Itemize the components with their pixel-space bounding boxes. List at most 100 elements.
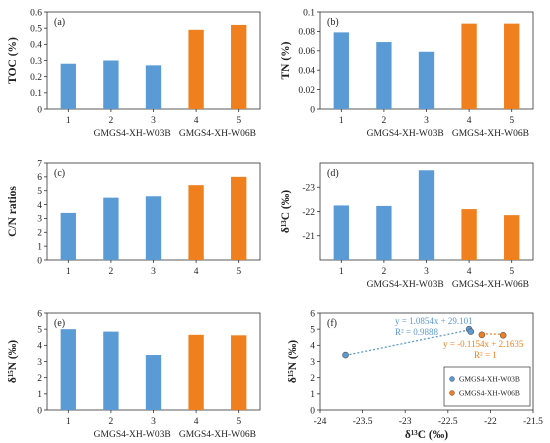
panel-label: (e)	[54, 318, 65, 329]
y-tick-label: 0.1	[30, 89, 42, 99]
y-tick-label: 6	[37, 309, 42, 319]
group-label-w03b: GMGS4-XH-W03B	[94, 430, 171, 440]
group-label-w06b: GMGS4-XH-W06B	[179, 129, 256, 139]
x-tick-label: -23.5	[353, 417, 373, 427]
x-tick-label: 1	[66, 417, 71, 427]
x-tick-label: 2	[382, 116, 387, 126]
y-axis-label: δ¹³C (‰)	[280, 190, 292, 233]
y-tick-label: 0	[37, 105, 42, 115]
bar	[231, 24, 247, 109]
x-tick-label: 3	[151, 116, 156, 126]
y-tick-label: 2	[310, 374, 315, 384]
bar	[145, 196, 162, 260]
bar	[418, 51, 435, 109]
bar	[103, 197, 119, 260]
bar	[145, 65, 162, 109]
y-axis-label: TN (%)	[280, 41, 292, 79]
x-tick-label: -24	[314, 417, 327, 427]
x-tick-label: 3	[424, 116, 429, 126]
data-point	[478, 331, 486, 339]
panel-label: (d)	[327, 168, 339, 179]
bar	[461, 23, 477, 109]
bar	[60, 212, 76, 260]
bar	[231, 176, 247, 260]
y-tick-label: 3	[37, 358, 42, 368]
panel-label: (a)	[54, 17, 65, 28]
y-tick-label: 6	[37, 173, 42, 183]
legend-label: GMGS4-XH-W06B	[459, 389, 520, 398]
x-tick-label: 1	[66, 267, 71, 277]
panel-label: (c)	[54, 168, 65, 179]
bar	[504, 215, 520, 260]
panel-label: (f)	[327, 318, 337, 329]
x-axis-label: δ¹³C (‰)	[405, 429, 448, 441]
y-axis-label: δ¹⁵N (‰)	[287, 340, 299, 383]
y-tick-label: 4	[37, 201, 42, 211]
bar	[376, 205, 392, 260]
y-tick-label: 1	[310, 390, 315, 400]
y-axis-label: C/N ratios	[7, 186, 19, 237]
bar	[145, 355, 162, 410]
x-tick-label: 4	[194, 417, 199, 427]
y-tick-label: 4	[310, 342, 315, 352]
x-tick-label: 3	[424, 267, 429, 277]
y-tick-label: 2	[37, 229, 42, 239]
y-tick-label: 0.4	[30, 41, 42, 51]
bar	[231, 335, 247, 410]
y-tick-label: 1	[37, 242, 42, 252]
y-tick-label: 0.08	[298, 28, 315, 38]
x-tick-label: 1	[66, 116, 71, 126]
y-tick-label: -22	[302, 208, 315, 218]
data-point	[499, 332, 507, 339]
y-tick-label: -21	[302, 232, 315, 242]
y-tick-label: 7	[37, 159, 42, 169]
y-tick-label: 0	[37, 406, 42, 416]
x-tick-label: 3	[151, 417, 156, 427]
legend: GMGS4-XH-W03B GMGS4-XH-W06B	[443, 366, 531, 407]
panel-d: -23 -22 -21 1 2 3 4 5 GMGS4-XH-W03B GMGS4-XH-W06B…	[280, 162, 534, 290]
x-tick-label: 2	[382, 267, 387, 277]
bar	[418, 170, 435, 260]
x-tick-label: 5	[236, 116, 241, 126]
x-tick-label: 4	[194, 267, 199, 277]
legend-box	[443, 366, 531, 407]
legend-label: GMGS4-XH-W03B	[459, 375, 520, 384]
group-label-w06b: GMGS4-XH-W06B	[179, 430, 256, 440]
y-tick-label: 5	[37, 187, 42, 197]
y-tick-label: 3	[37, 215, 42, 225]
y-tick-label: 0.1	[303, 8, 315, 18]
y-tick-label: 1	[37, 390, 42, 400]
bar	[60, 329, 76, 410]
y-tick-label: 5	[310, 325, 315, 335]
panel-c: 0 1 2 3 4 5 6 7 1 2 3 4 5 (c) C/N ratios	[7, 159, 261, 277]
group-label-w03b: GMGS4-XH-W03B	[94, 129, 171, 139]
y-tick-label: 0	[310, 105, 315, 115]
x-tick-label: -23	[399, 417, 412, 427]
panel-b: 0 0.02 0.04 0.06 0.08 0.1 1 2 3 4 5 GMGS4-XH-W03B GM…	[280, 8, 534, 139]
panel-e: 0 1 2 3 4 5 6 1 2 3 4 5 GMGS4-XH-W03B GMGS4-XH-W06B (e…	[7, 309, 261, 440]
bar	[103, 60, 119, 109]
data-point	[342, 351, 349, 359]
panel-label: (b)	[327, 17, 339, 28]
panel-f: -24 -23.5 -23 -22.5 -22 -21.5 0 1 2 3 4 5 6 y = 1.085…	[287, 309, 543, 441]
x-tick-label: 5	[236, 417, 241, 427]
bar	[461, 209, 477, 260]
trendline-equation-w03b: y = 1.0854x + 29.101	[395, 316, 473, 326]
bar	[376, 42, 392, 109]
y-tick-label: 5	[37, 325, 42, 335]
y-axis-label: δ¹⁵N (‰)	[7, 340, 19, 383]
x-tick-label: 4	[467, 267, 472, 277]
y-tick-label: 0.2	[30, 73, 42, 83]
group-label-w03b: GMGS4-XH-W03B	[367, 280, 444, 290]
group-label-w03b: GMGS4-XH-W03B	[367, 129, 444, 139]
y-axis-label: TOC (%)	[7, 37, 19, 84]
bar	[188, 29, 204, 109]
x-tick-label: 1	[339, 267, 344, 277]
x-tick-label: 5	[509, 267, 514, 277]
y-tick-label: 0	[310, 406, 315, 416]
legend-marker	[449, 376, 455, 382]
trendline-r2-w03b: R² = 0.9888	[395, 327, 439, 337]
x-tick-label: 2	[109, 417, 114, 427]
x-tick-label: -22.5	[438, 417, 458, 427]
x-tick-label: -22	[484, 417, 497, 427]
